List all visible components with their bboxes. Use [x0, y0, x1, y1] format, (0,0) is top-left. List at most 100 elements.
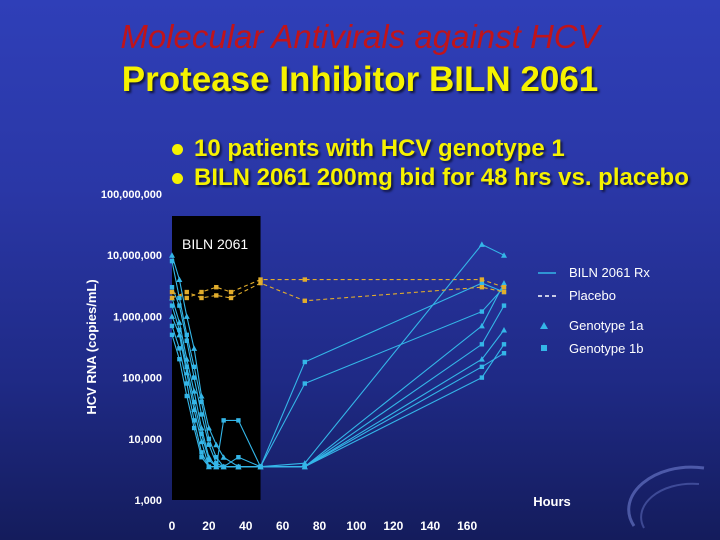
data-point-square [214, 285, 219, 290]
data-point-square [479, 364, 485, 370]
data-point-triangle [169, 252, 175, 258]
data-point-square [169, 303, 175, 308]
x-tick-label: 160 [457, 519, 477, 533]
data-point-square [199, 431, 204, 437]
y-tick-label: 100,000 [122, 373, 162, 385]
data-point-square [169, 295, 175, 301]
data-point-square [479, 309, 485, 314]
data-point-square [177, 295, 182, 301]
data-point-square [191, 425, 197, 431]
data-point-square [199, 412, 204, 417]
data-point-square [479, 277, 485, 282]
x-tick-label: 140 [420, 519, 440, 533]
x-axis-label: Hours [533, 494, 571, 509]
data-point-square [258, 464, 263, 469]
data-point-square [479, 342, 485, 347]
x-tick-label: 80 [313, 519, 327, 533]
x-tick-label: 20 [202, 519, 216, 533]
data-point-square [191, 375, 197, 380]
data-point-square [191, 364, 197, 370]
data-point-square [228, 289, 234, 295]
data-point-triangle [213, 441, 220, 448]
data-point-triangle [169, 313, 175, 319]
data-point-square [206, 442, 212, 447]
data-point-square [302, 277, 307, 282]
data-point-square [302, 381, 307, 386]
data-point-triangle [478, 322, 485, 329]
data-point-triangle [191, 345, 198, 351]
legend-label: BILN 2061 Rx [569, 265, 650, 280]
data-point-square [191, 399, 197, 405]
bullet-dot-icon [172, 144, 183, 155]
data-point-triangle [501, 252, 507, 258]
data-point-square [302, 298, 307, 303]
data-point-square [501, 289, 507, 295]
legend-triangle-icon [540, 322, 548, 329]
x-tick-label: 60 [276, 519, 290, 533]
data-point-triangle [478, 241, 485, 247]
data-point-square [302, 464, 307, 469]
data-point-square [236, 418, 241, 423]
bullet-item: 10 patients with HCV genotype 1 [170, 134, 710, 163]
logo-swoosh-icon [627, 465, 705, 529]
y-axis-label: HCV RNA (copies/mL) [84, 279, 99, 414]
series-line-10 [171, 282, 505, 302]
data-point-square [184, 295, 189, 301]
data-point-square [501, 342, 507, 347]
data-point-square [169, 289, 175, 295]
data-point-square [206, 464, 212, 469]
data-point-square [228, 295, 234, 301]
data-point-triangle [220, 454, 227, 460]
data-point-square [221, 464, 226, 469]
data-point-square [191, 418, 197, 423]
x-tick-label: 40 [239, 519, 253, 533]
data-point-square [258, 277, 263, 282]
data-point-square [177, 327, 182, 333]
data-point-square [169, 323, 175, 329]
series-line-9 [171, 279, 505, 299]
data-point-square [177, 356, 182, 362]
data-point-square [177, 303, 182, 308]
data-point-triangle [501, 326, 507, 333]
data-point-square [501, 351, 507, 356]
data-point-square [302, 359, 307, 365]
data-point-square [199, 399, 204, 405]
data-point-square [214, 460, 219, 466]
data-point-triangle [176, 276, 183, 283]
data-point-square [184, 393, 189, 399]
data-point-square [184, 338, 189, 343]
data-point-square [236, 464, 241, 469]
data-point-square [214, 293, 219, 298]
data-point-square [169, 332, 175, 338]
y-tick-label: 1,000,000 [113, 311, 162, 323]
data-point-square [184, 289, 189, 295]
data-point-triangle [301, 460, 308, 466]
bullet-text: BILN 2061 200mg bid for 48 hrs vs. place… [194, 164, 689, 191]
data-point-square [236, 455, 241, 460]
bullet-dot-icon [172, 173, 183, 184]
bullet-text: 10 patients with HCV genotype 1 [194, 135, 565, 162]
data-point-square [479, 285, 485, 290]
data-point-triangle [198, 438, 205, 445]
data-point-square [501, 285, 507, 290]
y-tick-label: 100,000,000 [101, 189, 162, 201]
data-point-square [177, 346, 182, 351]
legend-label: Genotype 1a [569, 318, 644, 333]
dosing-band-label: BILN 2061 [182, 236, 248, 252]
data-point-square [199, 450, 204, 455]
data-point-square [501, 303, 507, 308]
data-point-square [479, 375, 485, 380]
slide-title: Protease Inhibitor BILN 2061 [121, 60, 599, 99]
data-point-square [199, 289, 204, 295]
data-point-square [206, 436, 212, 441]
data-point-square [258, 280, 263, 286]
data-point-square [199, 295, 204, 301]
bullet-item: BILN 2061 200mg bid for 48 hrs vs. place… [170, 163, 710, 192]
legend-label: Genotype 1b [569, 341, 643, 356]
slide-subtitle: Molecular Antivirals against HCV [120, 18, 600, 55]
data-point-triangle [478, 356, 485, 362]
data-point-square [206, 457, 212, 463]
data-point-triangle [176, 331, 183, 338]
bullet-list: 10 patients with HCV genotype 1 BILN 206… [170, 134, 710, 192]
